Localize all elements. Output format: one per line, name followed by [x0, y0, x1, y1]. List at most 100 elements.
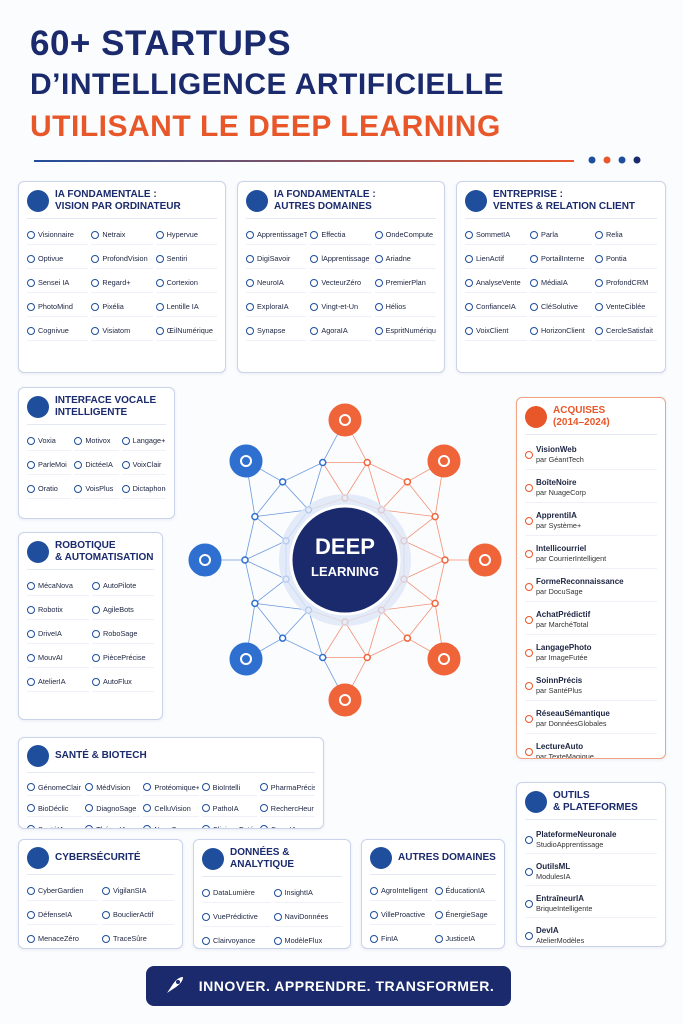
- item-icon: [102, 910, 110, 919]
- section-card: AUTRES DOMAINES AgroIntelligent ÉducationI…: [361, 839, 505, 949]
- item-icon: [525, 682, 533, 690]
- startup-item: Intellicourriel par CourrierIntelligent: [525, 540, 657, 569]
- network-node: [251, 512, 259, 521]
- network-node: [363, 458, 372, 467]
- startup-detail: par ImageFutée: [536, 653, 588, 662]
- startup-entry: PlateformeNeuronale StudioApprentissage: [536, 830, 616, 850]
- section-card: OUTILS & PLATEFORMES PlateformeNeuronale St…: [516, 782, 666, 947]
- section-title: ENTREPRISE : VENTES & RELATION CLIENT: [493, 189, 635, 213]
- title-line: UTILISANT LE DEEP LEARNING: [30, 110, 501, 143]
- item-icon: [530, 230, 538, 239]
- section-card: ROBOTIQUE & AUTOMATISATION MécaNova AutoPil…: [18, 532, 163, 720]
- startup-item: VoixClient: [465, 321, 527, 341]
- startup-name: DigiSavoir: [257, 254, 291, 263]
- startup-item: Parla: [530, 225, 592, 245]
- section-icon: [27, 396, 49, 418]
- node-glyph: [339, 414, 351, 426]
- item-icon: [525, 715, 533, 723]
- network-node: [229, 642, 263, 676]
- startup-item: Effectia: [310, 225, 372, 245]
- startup-item: GénomeClair: [27, 779, 83, 796]
- item-icon: [27, 326, 35, 335]
- item-icon: [465, 254, 473, 263]
- startup-item: DataLumière: [202, 883, 271, 903]
- startup-name: Sensei IA: [38, 278, 70, 287]
- item-icon: [155, 326, 164, 335]
- item-icon: [201, 804, 210, 812]
- startup-item: CléSolutive: [530, 297, 592, 317]
- title-line: ENTREPRISE :: [493, 189, 564, 200]
- item-icon: [374, 278, 383, 287]
- startup-detail: par DonnéesGlobales: [536, 719, 607, 728]
- startup-name: InsightIA: [284, 888, 313, 897]
- network-link: [381, 509, 436, 518]
- startup-name: CelluVision: [154, 803, 191, 813]
- section-title: OUTILS & PLATEFORMES: [553, 790, 638, 814]
- startup-item: Motivox: [74, 431, 119, 451]
- item-icon: [91, 302, 100, 311]
- node-glyph: [240, 652, 253, 665]
- title-line: VENTES & RELATION CLIENT: [493, 201, 636, 212]
- startup-item: Oratio: [27, 479, 72, 499]
- startup-name: PlateformeNeuronale: [536, 829, 617, 839]
- startup-name: NaviDonnées: [284, 912, 329, 921]
- section-card: IA FONDAMENTALE : AUTRES DOMAINES Apprenti…: [237, 181, 445, 373]
- section-icon: [27, 190, 49, 212]
- item-icon: [27, 302, 35, 311]
- item-grid: SommetIA Parla Relia LienActif PortailIntern…: [465, 225, 657, 341]
- section-card: DONNÉES & ANALYTIQUE DataLumière InsightIA…: [193, 839, 351, 949]
- startup-name: PharmaPrécision: [270, 782, 315, 792]
- item-icon: [27, 581, 35, 590]
- startup-name: VoixClient: [476, 326, 509, 335]
- item-icon: [85, 783, 94, 791]
- startup-item: PathoIA: [201, 800, 257, 817]
- startup-name: Clairvoyance: [213, 936, 256, 945]
- item-icon: [27, 629, 35, 638]
- startup-item: NovaCure: [143, 821, 198, 828]
- network-node: [427, 444, 461, 478]
- startup-name: VoisPlus: [85, 484, 114, 493]
- network-link: [381, 602, 436, 611]
- startup-name: Sentiri: [166, 254, 188, 263]
- network-link: [381, 609, 408, 639]
- item-icon: [155, 302, 164, 311]
- startup-name: LangagePhoto: [536, 643, 592, 652]
- item-icon: [434, 934, 443, 943]
- section-header: SANTÉ & BIOTECH: [27, 745, 315, 773]
- item-icon: [27, 677, 35, 686]
- item-icon: [465, 326, 473, 335]
- section-icon: [525, 406, 547, 428]
- startup-name: BouclierActif: [113, 910, 154, 919]
- startup-item: Cognivue: [27, 321, 89, 341]
- section-icon: [246, 190, 268, 212]
- startup-name: OndeCompute: [385, 230, 434, 239]
- item-icon: [91, 230, 100, 239]
- startup-name: Voxia: [38, 436, 56, 445]
- startup-name: CercleSatisfait: [606, 326, 654, 335]
- section-title: DONNÉES & ANALYTIQUE: [230, 847, 342, 871]
- item-icon: [27, 436, 35, 445]
- startup-detail: par Système+: [536, 521, 582, 530]
- section-header: OUTILS & PLATEFORMES: [525, 790, 657, 820]
- network-link: [407, 481, 436, 517]
- rocket-icon: [166, 977, 183, 993]
- startup-item: JusticeIA: [434, 929, 497, 948]
- item-grid: DataLumière InsightIA VuePrédictive NaviDon…: [202, 883, 342, 948]
- item-icon: [246, 302, 254, 311]
- item-icon: [525, 931, 533, 940]
- startup-item: MenaceZéro: [27, 929, 99, 948]
- startup-name: VilleProactive: [381, 910, 426, 919]
- startup-item: BioIntelli: [201, 779, 257, 796]
- network-link: [282, 637, 323, 658]
- item-icon: [595, 326, 603, 335]
- startup-item: CœurIA: [259, 821, 315, 828]
- startup-entry: AchatPrédictif par MarchéTotal: [536, 610, 590, 630]
- section-header: ENTREPRISE : VENTES & RELATION CLIENT: [465, 189, 657, 219]
- title-line: IA FONDAMENTALE :: [55, 189, 157, 200]
- core-label: DEEP: [315, 534, 375, 559]
- item-icon: [121, 484, 130, 493]
- item-icon: [525, 550, 533, 558]
- startup-name: LienActif: [476, 254, 504, 263]
- item-icon: [91, 326, 100, 335]
- startup-item: RéseauSémantique par DonnéesGlobales: [525, 705, 657, 734]
